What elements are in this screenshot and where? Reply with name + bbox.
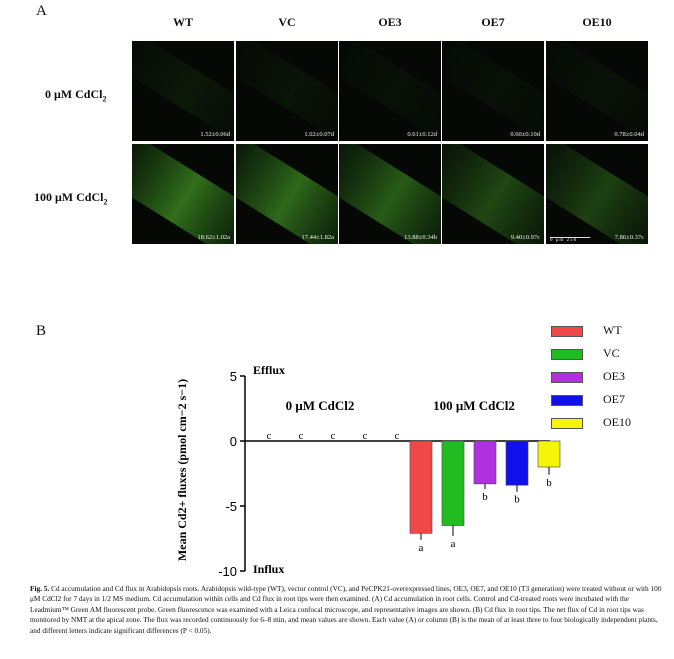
figure-caption: Fig. 5. Cd accumulation and Cd flux in A…: [30, 584, 662, 636]
fluorescence-image: 0.60±0.10d: [442, 41, 544, 141]
cd-flux-bar-chart: 5 0 -5 -10 Efflux Influx Mean Cd2+ fluxes (pmo…: [175, 363, 561, 579]
significance-letter: c: [299, 430, 304, 442]
scale-bar: [550, 237, 590, 238]
legend-label: VC: [603, 346, 620, 360]
y-tick-label: 5: [230, 369, 237, 384]
influx-label: Influx: [253, 562, 284, 576]
column-header-wt: WT: [172, 15, 193, 29]
accumulation-value: 0.61±0.12d: [407, 131, 437, 138]
bar-oe7: [505, 440, 529, 486]
fluorescence-image: 18.62±1.02a: [132, 144, 234, 244]
bar-oe10: [537, 440, 561, 468]
fluorescence-image: 0.61±0.12d: [339, 41, 441, 141]
group-label-1: 100 μM CdCl2: [433, 398, 515, 413]
fluorescence-image: 0.78±0.04d: [546, 41, 648, 141]
accumulation-value: 1.52±0.06d: [200, 131, 230, 138]
bar-wt: [409, 440, 433, 534]
bar-oe3: [473, 440, 497, 485]
column-header-oe10: OE10: [582, 15, 612, 29]
y-axis-title: Mean Cd2+ fluxes (pmol cm−2 s−1): [175, 379, 189, 561]
significance-letter: a: [419, 542, 424, 554]
legend-swatch: [551, 349, 583, 360]
efflux-label: Efflux: [253, 363, 285, 377]
accumulation-value: 0.60±0.10d: [510, 131, 540, 138]
legend-label: OE3: [603, 369, 625, 383]
bar-vc: [441, 440, 465, 526]
legend-label: WT: [603, 323, 622, 337]
panel-b-label: B: [36, 323, 47, 339]
accumulation-value: 13.88±0.34b: [404, 234, 437, 241]
accumulation-value: 0.78±0.04d: [614, 131, 644, 138]
legend-swatch: [551, 326, 583, 337]
significance-letter: c: [363, 430, 368, 442]
accumulation-value: 17.44±1.82a: [301, 234, 334, 241]
legend-swatch: [551, 418, 583, 429]
significance-letter: c: [395, 430, 400, 442]
fluorescence-image: 13.88±0.34b: [339, 144, 441, 244]
legend-label: OE7: [603, 392, 625, 406]
panel-a-label: A: [36, 3, 47, 19]
caption-text: Cd accumulation and Cd flux in Arabidops…: [30, 584, 662, 635]
legend-swatch: [551, 395, 583, 406]
significance-letter: a: [451, 538, 456, 550]
fluorescence-image: 1.52±0.06d: [132, 41, 234, 141]
y-tick-label: -5: [225, 499, 237, 514]
column-header-oe7: OE7: [481, 15, 505, 29]
column-header-oe3: OE3: [378, 15, 402, 29]
scale-bar-label: 0 μm 250: [550, 238, 578, 243]
column-header-vc: VC: [278, 15, 296, 29]
fluorescence-image: 1.02±0.07d: [236, 41, 338, 141]
significance-letter: c: [267, 430, 272, 442]
fluorescence-image: 9.40±0.97c: [442, 144, 544, 244]
significance-letter: c: [331, 430, 336, 442]
row-header-0: 0 μM CdCl2: [45, 87, 107, 104]
y-tick-label: 0: [230, 434, 237, 449]
accumulation-value: 9.40±0.97c: [510, 234, 540, 241]
significance-letter: b: [514, 494, 520, 506]
legend-label: OE10: [603, 415, 631, 429]
caption-fig-label: Fig. 5.: [30, 584, 50, 593]
y-tick-label: -10: [218, 564, 237, 579]
fluorescence-image: 7.86±0.37c 0 μm 250: [546, 144, 648, 244]
fluorescence-image: 17.44±1.82a: [236, 144, 338, 244]
significance-letter: b: [546, 477, 552, 489]
accumulation-value: 18.62±1.02a: [197, 234, 230, 241]
legend-swatch: [551, 372, 583, 383]
accumulation-value: 1.02±0.07d: [304, 131, 334, 138]
accumulation-value: 7.86±0.37c: [614, 234, 644, 241]
significance-letter: b: [482, 491, 488, 503]
group-label-0: 0 μM CdCl2: [286, 398, 355, 413]
row-header-1: 100 μM CdCl2: [34, 190, 108, 207]
